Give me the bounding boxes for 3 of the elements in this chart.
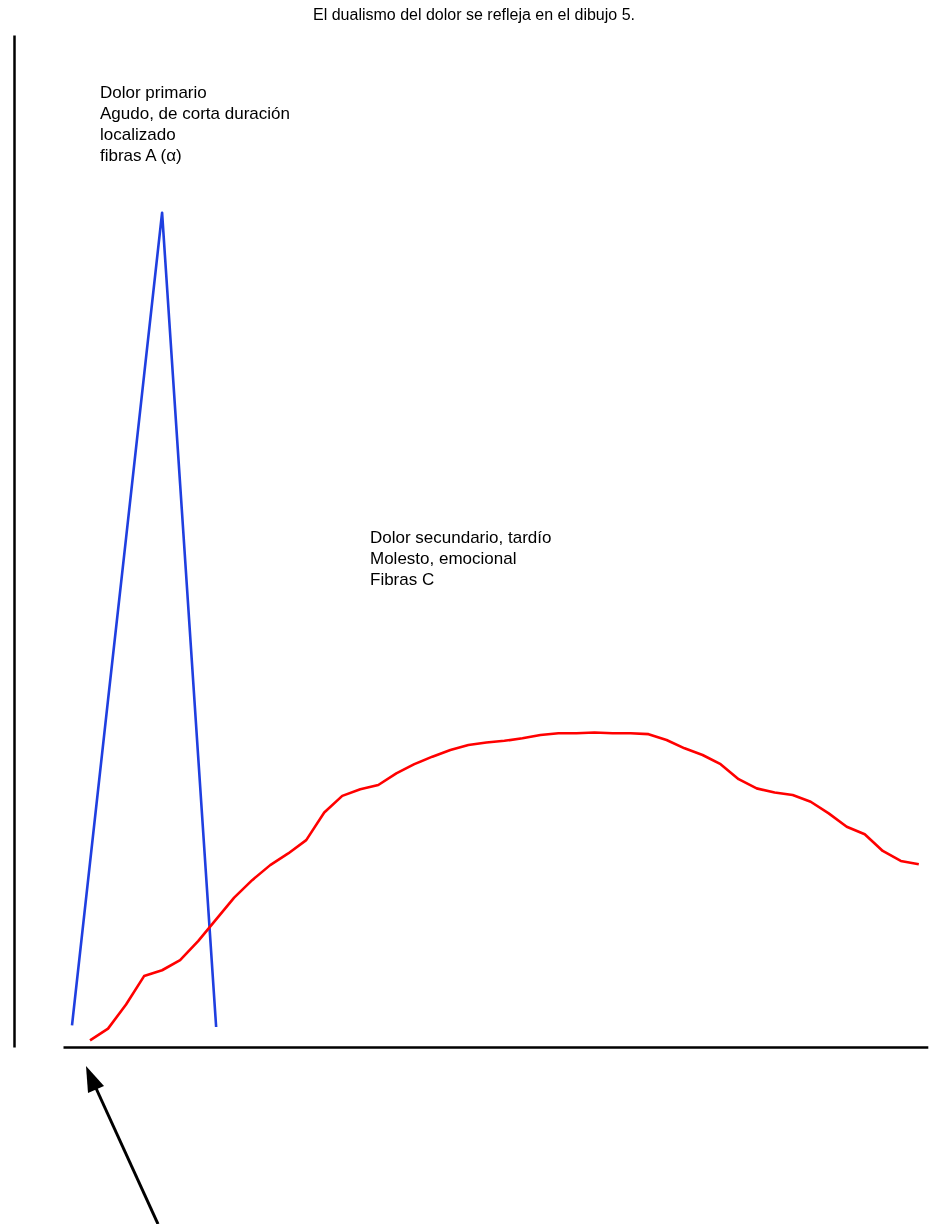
- text: Dolor primario Agudo, de corta duración localizado fibras A (α): [100, 83, 290, 165]
- chart-title: El dualismo del dolor se refleja en el dibujo 5.: [313, 6, 635, 23]
- annotation: Dolor secundario, tardío Molesto, emocional Fibras C: [370, 528, 552, 589]
